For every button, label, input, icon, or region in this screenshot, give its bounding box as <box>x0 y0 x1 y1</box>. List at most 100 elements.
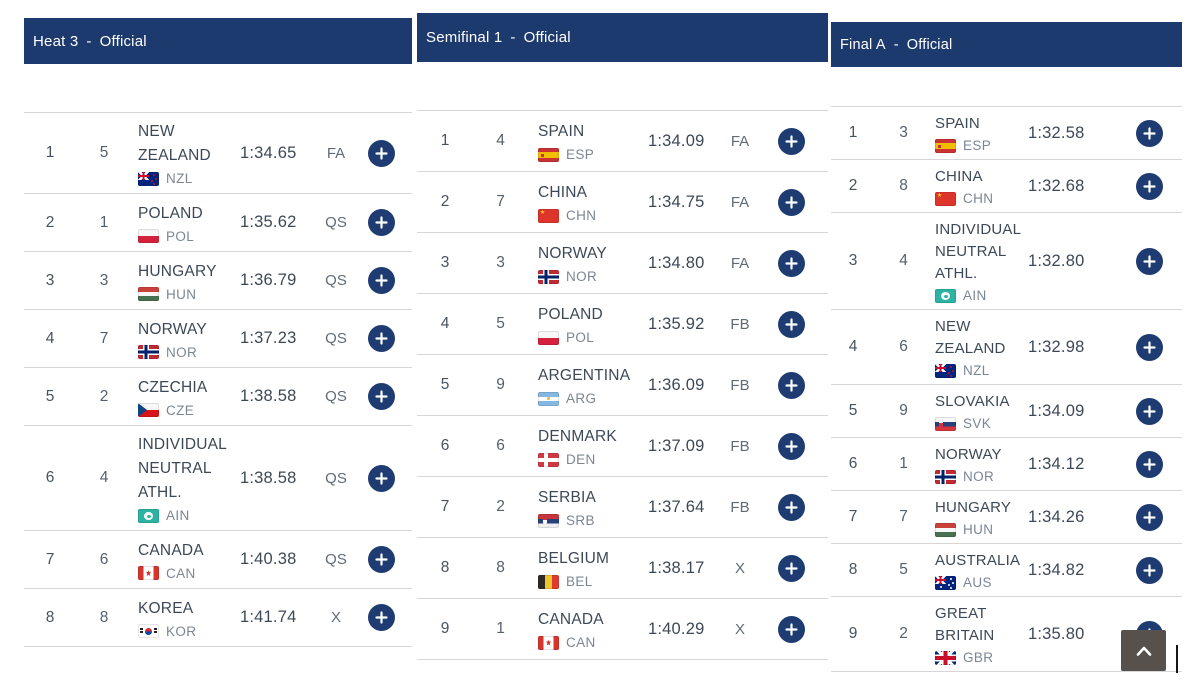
country-cell: NORWAY NOR <box>932 444 1026 484</box>
plus-icon <box>784 378 798 392</box>
country-code: NZL <box>963 363 990 378</box>
country-code: CZE <box>166 402 195 418</box>
lane-cell: 8 <box>496 559 505 576</box>
expand-row-button[interactable] <box>777 432 805 460</box>
result-row: 9 1 CANADA CAN 1:40.29 X <box>417 599 828 660</box>
time-cell: 1:34.75 <box>648 192 705 211</box>
result-row: 8 8 BELGIUM BEL 1:38.17 X <box>417 538 828 599</box>
flag-esp-icon <box>538 147 559 162</box>
country-flag-line: CHN <box>538 208 642 223</box>
result-row: 6 4 INDIVIDUAL NEUTRAL ATHL. AIN 1:38.58… <box>24 426 412 531</box>
country-flag-line: AUS <box>935 575 1026 590</box>
country-cell: NEW ZEALAND NZL <box>132 120 238 186</box>
country-name: NORWAY <box>138 320 207 338</box>
expand-row-button[interactable] <box>1135 172 1163 200</box>
rank-cell: 6 <box>440 437 450 454</box>
lane-cell: 6 <box>899 338 908 355</box>
expand-row-button[interactable] <box>1135 503 1163 531</box>
country-code: ARG <box>566 391 597 406</box>
expand-row-button[interactable] <box>777 554 805 582</box>
time-cell: 1:34.80 <box>648 253 705 272</box>
country-flag-line: AIN <box>935 288 1026 303</box>
country-cell: NEW ZEALAND NZL <box>932 316 1026 378</box>
time-cell: 1:34.09 <box>1028 401 1085 420</box>
expand-row-button[interactable] <box>777 310 805 338</box>
flag-can-icon <box>138 566 159 580</box>
qualifier-cell: FB <box>730 376 750 394</box>
expand-row-button[interactable] <box>367 604 395 631</box>
qualifier-cell: QS <box>325 214 347 231</box>
country-name: CHINA <box>935 168 983 185</box>
panel-title-separator: - <box>510 29 516 46</box>
expand-row-button[interactable] <box>777 615 805 643</box>
expand-row-button[interactable] <box>367 464 395 492</box>
expand-row-button[interactable] <box>777 188 805 216</box>
plus-icon <box>784 195 798 209</box>
result-row: 1 4 SPAIN ESP 1:34.09 FA <box>417 111 828 172</box>
country-cell: HUNGARY HUN <box>132 260 238 302</box>
expand-cell <box>358 209 404 236</box>
plus-icon <box>784 256 798 270</box>
lane-cell: 1 <box>99 213 109 231</box>
country-flag-line: CAN <box>538 635 642 650</box>
country-code: HUN <box>166 286 197 302</box>
rank-cell: 9 <box>848 625 858 642</box>
expand-row-button[interactable] <box>1135 247 1163 275</box>
result-row: 1 3 SPAIN ESP 1:32.58 <box>831 107 1182 160</box>
country-flag-line: NZL <box>935 363 1026 378</box>
rank-cell: 8 <box>848 561 858 578</box>
country-name: POLAND <box>538 306 603 323</box>
plus-icon <box>1142 404 1156 418</box>
lane-cell: 3 <box>899 124 908 141</box>
lane-cell: 5 <box>99 144 109 161</box>
country-cell: CZECHIA CZE <box>132 376 238 418</box>
expand-row-button[interactable] <box>777 127 805 155</box>
expand-row-button[interactable] <box>367 546 395 573</box>
expand-row-button[interactable] <box>367 383 395 410</box>
country-flag-line: KOR <box>138 624 238 639</box>
country-code: ESP <box>963 138 992 153</box>
qualifier-cell: FA <box>730 254 750 272</box>
text-cursor <box>1176 645 1178 673</box>
flag-hun-icon <box>138 287 159 301</box>
country-code: CHN <box>566 208 597 223</box>
expand-row-button[interactable] <box>367 267 395 294</box>
expand-cell <box>358 383 404 410</box>
expand-row-button[interactable] <box>1135 397 1163 425</box>
expand-cell <box>1122 450 1176 478</box>
rank-cell: 8 <box>45 608 55 626</box>
panel-status: Official <box>906 36 953 53</box>
expand-cell <box>760 249 822 277</box>
time-cell: 1:34.26 <box>1028 507 1085 526</box>
country-name: NEW ZEALAND <box>138 123 211 164</box>
plus-icon <box>1142 254 1156 268</box>
time-cell: 1:32.80 <box>1028 251 1085 270</box>
country-code: CAN <box>166 565 196 581</box>
expand-cell <box>760 310 822 338</box>
time-cell: 1:34.09 <box>648 131 705 150</box>
expand-row-button[interactable] <box>1135 556 1163 584</box>
expand-row-button[interactable] <box>777 249 805 277</box>
country-cell: INDIVIDUAL NEUTRAL ATHL. AIN <box>132 433 238 523</box>
expand-row-button[interactable] <box>1135 333 1163 361</box>
lane-cell: 1 <box>496 620 505 637</box>
lane-cell: 1 <box>899 455 908 472</box>
expand-row-button[interactable] <box>367 325 395 352</box>
rank-cell: 6 <box>848 455 858 472</box>
time-cell: 1:32.98 <box>1028 337 1085 356</box>
expand-row-button[interactable] <box>777 493 805 521</box>
scroll-to-top-button[interactable] <box>1121 630 1166 671</box>
result-row: 8 5 AUSTRALIA AUS 1:34.82 <box>831 544 1182 597</box>
expand-cell <box>760 127 822 155</box>
expand-row-button[interactable] <box>1135 450 1163 478</box>
rank-cell: 5 <box>45 387 55 405</box>
plus-icon <box>1142 126 1156 140</box>
country-code: NOR <box>166 344 198 360</box>
country-flag-line: SVK <box>935 416 1026 431</box>
expand-row-button[interactable] <box>367 139 395 167</box>
expand-row-button[interactable] <box>1135 119 1163 147</box>
expand-row-button[interactable] <box>367 209 395 236</box>
expand-row-button[interactable] <box>777 371 805 399</box>
result-row: 5 9 ARGENTINA ARG 1:36.09 FB <box>417 355 828 416</box>
plus-icon <box>784 317 798 331</box>
